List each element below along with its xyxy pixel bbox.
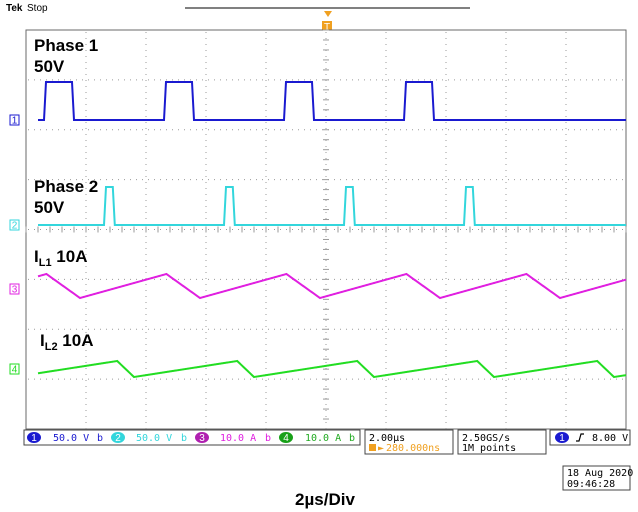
ch1-scale-label: 50V xyxy=(34,57,65,76)
svg-text:4: 4 xyxy=(12,365,18,376)
ch2-label: Phase 2 xyxy=(34,177,98,196)
bandwidth-icon: b xyxy=(97,433,103,444)
ch2-ground-marker[interactable]: 2 xyxy=(9,219,20,232)
svg-text:1M points: 1M points xyxy=(462,443,516,454)
svg-text:50.0 V: 50.0 V xyxy=(53,433,89,444)
bandwidth-icon: b xyxy=(181,433,187,444)
svg-text:2.50GS/s: 2.50GS/s xyxy=(462,433,510,444)
ch2-scale-label: 50V xyxy=(34,198,65,217)
svg-text:8.00 V: 8.00 V xyxy=(592,433,628,444)
bandwidth-icon: b xyxy=(349,433,355,444)
svg-text:4: 4 xyxy=(283,433,289,444)
svg-text:3: 3 xyxy=(12,285,18,296)
svg-text:280.000ns: 280.000ns xyxy=(386,443,440,454)
acquisition-readout[interactable]: 2.50GS/s 1M points xyxy=(457,429,547,455)
ch1-scale-readout[interactable]: 1 50.0 V b xyxy=(27,432,103,444)
ch1-waveform xyxy=(38,81,626,121)
ch2-scale-readout[interactable]: 2 50.0 V b xyxy=(111,432,187,444)
timebase-readout[interactable]: 2.00µs ► 280.000ns xyxy=(364,429,454,455)
svg-text:1: 1 xyxy=(12,116,18,127)
ch2-waveform xyxy=(38,186,626,226)
svg-text:3: 3 xyxy=(199,433,205,444)
svg-text:2.00µs: 2.00µs xyxy=(369,433,405,444)
ch3-waveform xyxy=(37,272,627,300)
status-bar: 1 50.0 V b 2 50.0 V b 3 10.0 A b 4 10.0 … xyxy=(23,429,361,446)
ch4-label: IL2 10A xyxy=(40,331,94,353)
ch4-waveform xyxy=(37,359,627,379)
rising-edge-icon xyxy=(576,433,584,442)
svg-text:1: 1 xyxy=(31,433,37,444)
ch1-label: Phase 1 xyxy=(34,36,98,55)
svg-text:50.0 V: 50.0 V xyxy=(136,433,172,444)
svg-text:10.0 A: 10.0 A xyxy=(220,433,256,444)
svg-text:T: T xyxy=(324,22,330,33)
acquisition-status: Stop xyxy=(27,3,48,14)
timestamp-time: 09:46:28 xyxy=(567,479,615,490)
svg-text:10.0 A: 10.0 A xyxy=(305,433,341,444)
svg-text:2: 2 xyxy=(12,221,18,232)
delay-icon xyxy=(369,444,376,451)
svg-text:2: 2 xyxy=(115,433,121,444)
trigger-position-marker[interactable]: T xyxy=(322,11,332,33)
ch3-ground-marker[interactable]: 3 xyxy=(9,283,20,296)
ch3-label: IL1 10A xyxy=(34,247,88,269)
bandwidth-icon: b xyxy=(265,433,271,444)
brand-label: Tek xyxy=(6,3,23,14)
ch1-ground-marker[interactable]: 1 xyxy=(9,114,20,127)
svg-text:1: 1 xyxy=(559,433,565,444)
timestamp-box: 18 Aug 2020 09:46:28 xyxy=(562,465,633,491)
trigger-readout[interactable]: 1 8.00 V xyxy=(549,429,631,446)
ch3-scale-readout[interactable]: 3 10.0 A b xyxy=(195,432,271,444)
timestamp-date: 18 Aug 2020 xyxy=(567,468,633,479)
ch4-scale-readout[interactable]: 4 10.0 A b xyxy=(279,432,355,444)
svg-text:►: ► xyxy=(378,443,384,454)
timebase-caption: 2µs/Div xyxy=(295,490,355,509)
ch4-ground-marker[interactable]: 4 xyxy=(9,363,20,376)
